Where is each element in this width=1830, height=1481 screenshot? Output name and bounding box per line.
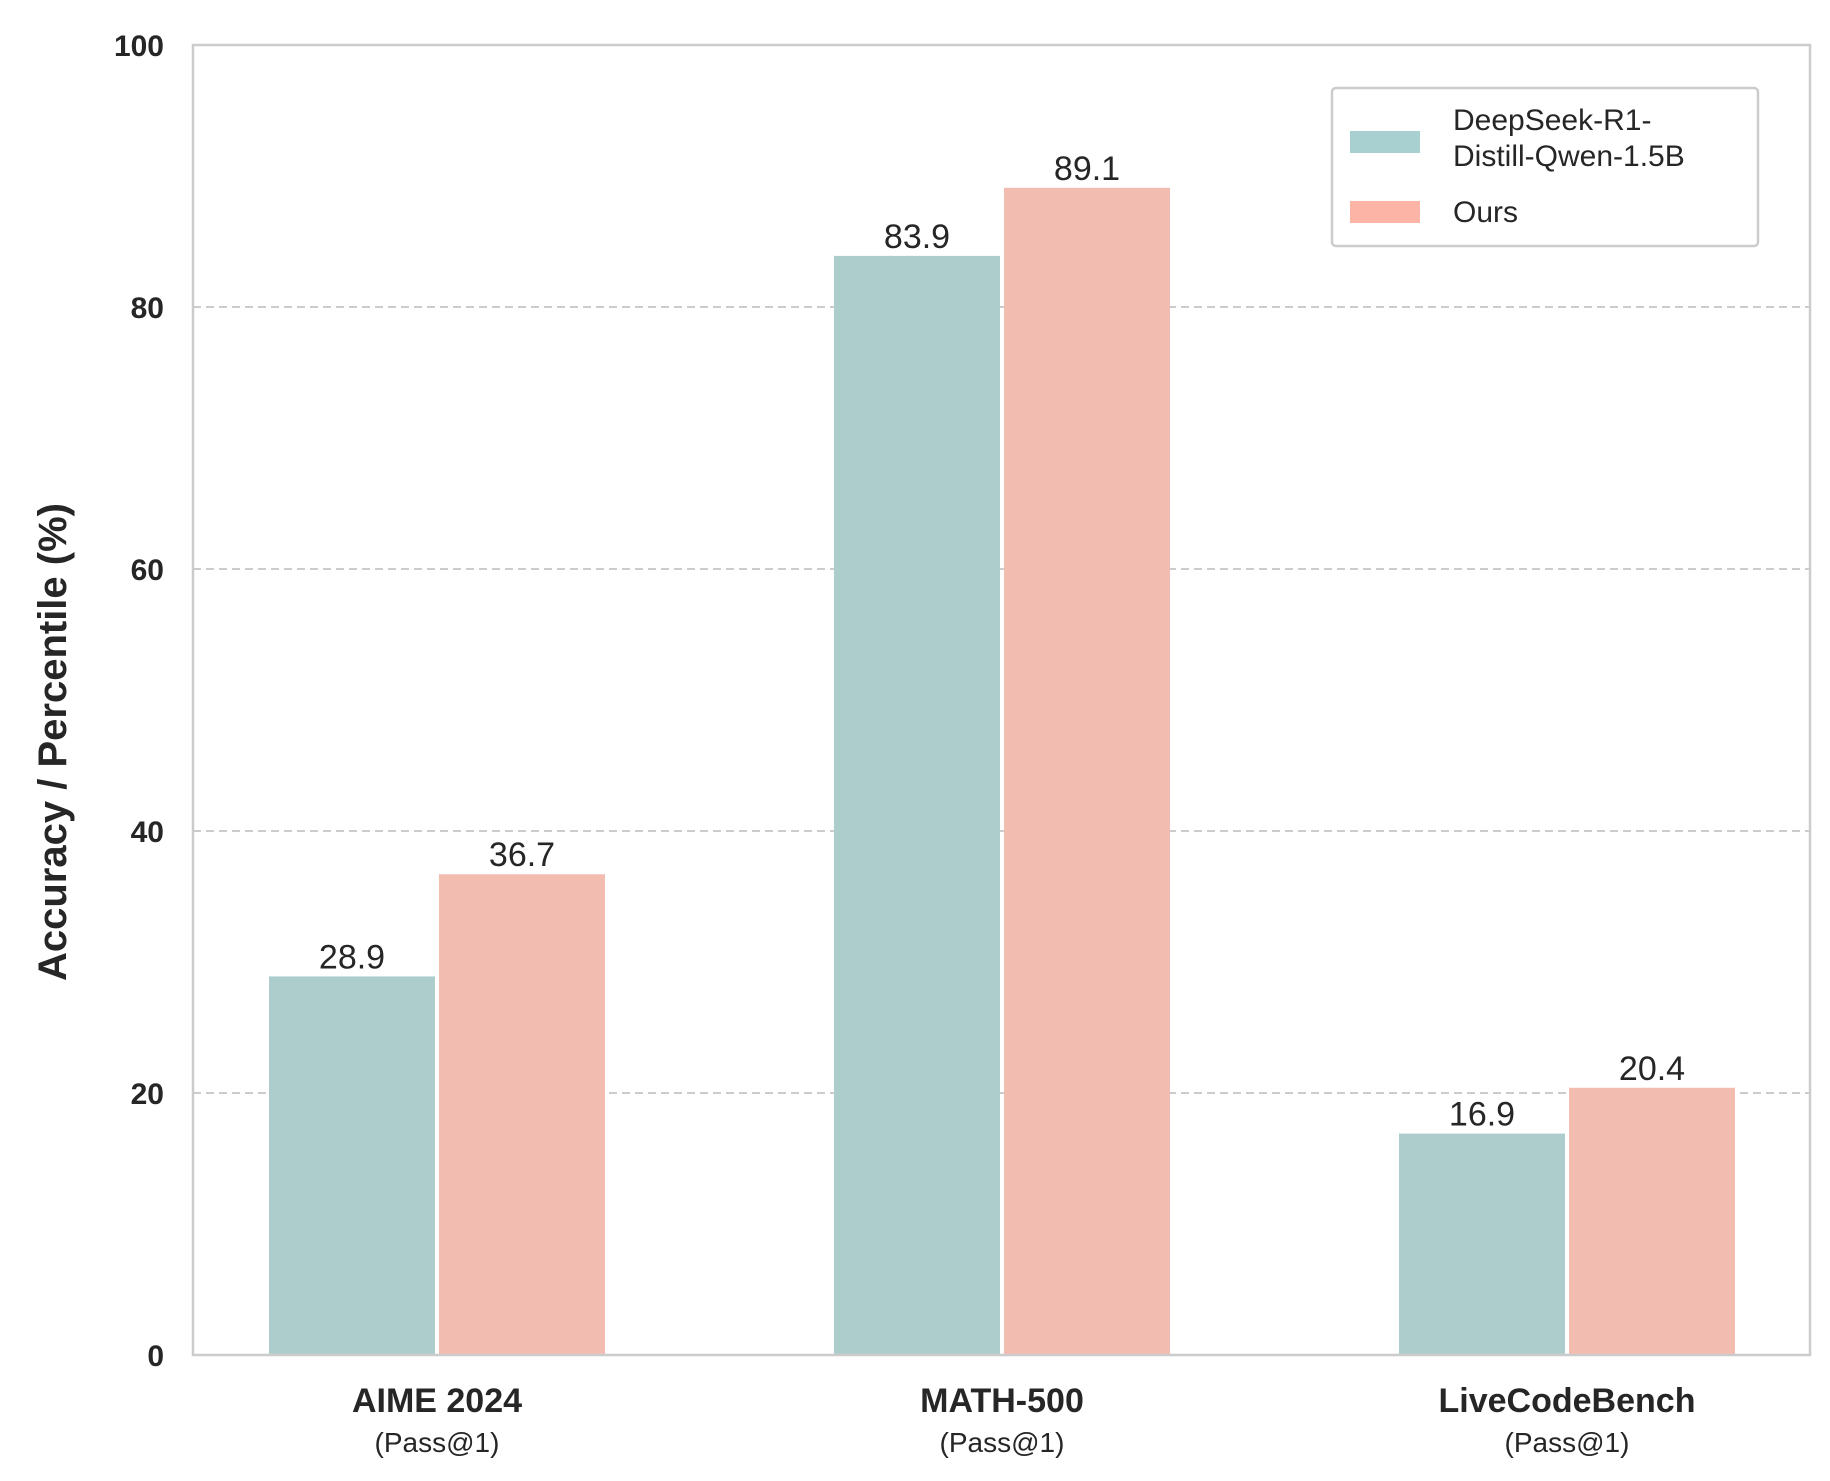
- value-label: 83.9: [884, 218, 950, 256]
- legend-label-series2: Ours: [1453, 196, 1518, 229]
- legend-swatch-series2: [1350, 201, 1420, 223]
- y-tick-labels: 0 20 40 60 80 100: [114, 30, 164, 1373]
- y-axis-label: Accuracy / Percentile (%): [31, 503, 75, 981]
- legend-box: [1330, 86, 1760, 248]
- bar-series2-livecodebench: [1569, 1087, 1735, 1355]
- x-tick-sublabel: (Pass@1): [1505, 1427, 1630, 1458]
- bar-series1-math-500: [834, 255, 1000, 1355]
- legend-label-series1: Distill-Qwen-1.5B: [1453, 140, 1685, 173]
- legend-swatch-series1: [1350, 131, 1420, 153]
- value-label: 36.7: [489, 836, 555, 874]
- value-label: 20.4: [1619, 1050, 1685, 1088]
- x-tick-label: MATH-500: [920, 1382, 1084, 1420]
- x-tick-sublabel: (Pass@1): [940, 1427, 1065, 1458]
- value-labels: 28.9 83.9 16.9 36.7 89.1 20.4: [319, 150, 1685, 1134]
- grid-lines: [193, 306, 1810, 1094]
- y-tick-label: 40: [131, 816, 164, 849]
- x-tick-label: AIME 2024: [352, 1382, 522, 1420]
- bar-series2-math-500: [1004, 187, 1170, 1355]
- bars: [269, 187, 1735, 1355]
- bar-series2-aime-2024: [439, 874, 605, 1355]
- value-label: 28.9: [319, 938, 385, 976]
- legend-label-series1: DeepSeek-R1-: [1453, 104, 1651, 137]
- bar-series1-livecodebench: [1399, 1133, 1565, 1355]
- value-label: 89.1: [1054, 150, 1120, 188]
- y-tick-label: 100: [114, 30, 164, 63]
- axes-frame: [191, 43, 1812, 1357]
- plot-frame: [191, 43, 1812, 1357]
- y-tick-label: 20: [131, 1078, 164, 1111]
- bar-series1-aime-2024: [269, 976, 435, 1355]
- x-tick-labels: AIME 2024 (Pass@1) MATH-500 (Pass@1) LiveCod…: [352, 1382, 1696, 1458]
- y-tick-label: 60: [131, 554, 164, 587]
- x-tick-label: LiveCodeBench: [1439, 1382, 1696, 1420]
- y-tick-label: 0: [147, 1340, 164, 1373]
- y-tick-label: 80: [131, 292, 164, 325]
- legend: DeepSeek-R1-Distill-Qwen-1.5B Ours: [1330, 86, 1760, 248]
- value-label: 16.9: [1449, 1096, 1515, 1134]
- x-tick-sublabel: (Pass@1): [375, 1427, 500, 1458]
